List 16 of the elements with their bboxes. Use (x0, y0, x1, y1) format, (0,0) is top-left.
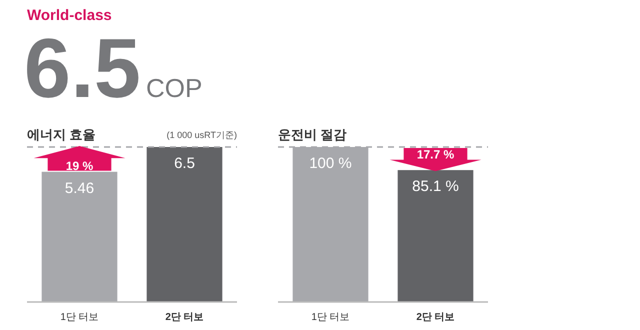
chart-title: 운전비 절감 (278, 127, 347, 142)
text: 6.5 (24, 21, 141, 115)
chart-subtitle: (1 000 usRT기준) (166, 130, 237, 140)
annotation: 17.7 % (416, 147, 455, 162)
x-tick-label: 2단 터보 (165, 312, 204, 323)
chart-title: 에너지 효율 (27, 127, 96, 142)
data-label: 85.1 % (412, 178, 459, 196)
text: COP (146, 73, 202, 103)
data-label: 100 % (309, 155, 352, 172)
data-label: 5.46 (64, 180, 94, 197)
x-tick-label: 1단 터보 (311, 312, 350, 323)
x-tick-label: 2단 터보 (416, 312, 455, 323)
text: World-class (27, 7, 112, 24)
data-label: 6.5 (174, 155, 195, 172)
x-tick-label: 1단 터보 (60, 312, 99, 323)
annotation: 19 % (66, 158, 94, 173)
